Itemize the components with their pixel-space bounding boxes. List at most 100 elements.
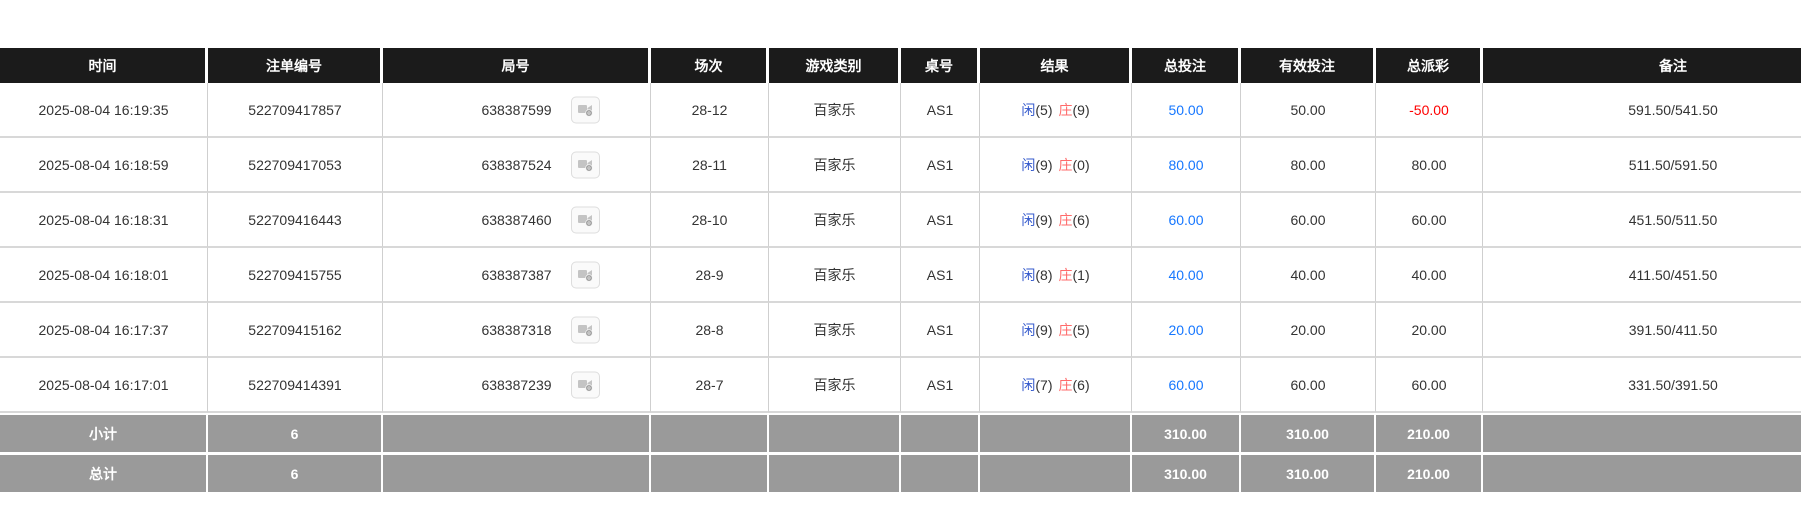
table-row: 2025-08-04 16:17:37 522709415162 6383873… (0, 303, 1801, 358)
cell-table-no: AS1 (901, 193, 980, 248)
footer-empty-cell (1483, 413, 1801, 452)
table-row: 2025-08-04 16:18:59 522709417053 6383875… (0, 138, 1801, 193)
header-total-payout: 总派彩 (1376, 48, 1483, 83)
video-camera-glyph (578, 214, 593, 227)
cell-time: 2025-08-04 16:18:01 (0, 248, 208, 303)
round-id-text: 638387318 (481, 321, 552, 338)
player-result-score: (8) (1035, 266, 1053, 283)
cell-round-id: 638387387 (383, 248, 651, 303)
cell-table-no: AS1 (901, 83, 980, 138)
cell-result: 闲(9) 庄(5) (980, 303, 1132, 358)
player-result-score: (5) (1035, 101, 1053, 118)
cell-table-no: AS1 (901, 248, 980, 303)
cell-session: 28-8 (651, 303, 769, 358)
cell-valid-bet: 60.00 (1241, 193, 1376, 248)
subtotal-count: 6 (208, 413, 383, 452)
cell-remark: 511.50/591.50 (1483, 138, 1801, 193)
table-row: 2025-08-04 16:19:35 522709417857 6383875… (0, 83, 1801, 138)
player-result-label: 闲 (1021, 266, 1036, 283)
footer-empty-cell (651, 452, 769, 492)
player-result-score: (9) (1035, 321, 1053, 338)
banker-result-label: 庄 (1058, 101, 1073, 118)
player-result-score: (9) (1035, 156, 1053, 173)
cell-total-bet: 80.00 (1132, 138, 1241, 193)
cell-total-bet: 60.00 (1132, 358, 1241, 413)
cell-bet-id: 522709415162 (208, 303, 383, 358)
table-header-row: 时间 注单编号 局号 场次 游戏类别 桌号 结果 总投注 有效投注 总派彩 备注 (0, 48, 1801, 83)
footer-empty-cell (1483, 452, 1801, 492)
cell-bet-id: 522709416443 (208, 193, 383, 248)
header-time: 时间 (0, 48, 208, 83)
player-result-label: 闲 (1021, 211, 1036, 228)
cell-total-bet: 60.00 (1132, 193, 1241, 248)
player-result-label: 闲 (1021, 321, 1036, 338)
cell-time: 2025-08-04 16:17:37 (0, 303, 208, 358)
video-replay-icon[interactable] (571, 206, 600, 233)
video-camera-glyph (578, 324, 593, 337)
bet-records-table: 时间 注单编号 局号 场次 游戏类别 桌号 结果 总投注 有效投注 总派彩 备注… (0, 48, 1801, 492)
cell-time: 2025-08-04 16:19:35 (0, 83, 208, 138)
cell-total-bet: 20.00 (1132, 303, 1241, 358)
subtotal-row: 小计 6 310.00 310.00 210.00 (0, 413, 1801, 452)
video-replay-icon[interactable] (571, 96, 600, 123)
subtotal-total-payout: 210.00 (1376, 413, 1483, 452)
banker-result-score: (9) (1072, 101, 1090, 118)
cell-remark: 451.50/511.50 (1483, 193, 1801, 248)
table-row: 2025-08-04 16:18:01 522709415755 6383873… (0, 248, 1801, 303)
video-camera-glyph (578, 104, 593, 117)
grand-total-label: 总计 (0, 452, 208, 492)
banker-result-score: (6) (1072, 376, 1090, 393)
grand-total-valid-bet: 310.00 (1241, 452, 1376, 492)
subtotal-valid-bet: 310.00 (1241, 413, 1376, 452)
player-result-label: 闲 (1021, 156, 1036, 173)
round-id-text: 638387599 (481, 101, 552, 118)
header-round-id: 局号 (383, 48, 651, 83)
cell-result: 闲(7) 庄(6) (980, 358, 1132, 413)
video-replay-icon[interactable] (571, 151, 600, 178)
header-remark: 备注 (1483, 48, 1801, 83)
cell-total-payout: 80.00 (1376, 138, 1483, 193)
banker-result-score: (1) (1072, 266, 1090, 283)
cell-remark: 331.50/391.50 (1483, 358, 1801, 413)
cell-result: 闲(9) 庄(6) (980, 193, 1132, 248)
header-total-bet: 总投注 (1132, 48, 1241, 83)
player-result-score: (7) (1035, 376, 1053, 393)
cell-game-type: 百家乐 (769, 358, 901, 413)
cell-total-payout: -50.00 (1376, 83, 1483, 138)
round-id-text: 638387524 (481, 156, 552, 173)
banker-result-score: (0) (1072, 156, 1090, 173)
video-replay-icon[interactable] (571, 371, 600, 398)
cell-bet-id: 522709417857 (208, 83, 383, 138)
grand-total-total-bet: 310.00 (1132, 452, 1241, 492)
footer-empty-cell (901, 413, 980, 452)
cell-game-type: 百家乐 (769, 138, 901, 193)
player-result-label: 闲 (1021, 376, 1036, 393)
footer-empty-cell (769, 413, 901, 452)
video-replay-icon[interactable] (571, 316, 600, 343)
header-bet-id: 注单编号 (208, 48, 383, 83)
cell-time: 2025-08-04 16:18:31 (0, 193, 208, 248)
banker-result-label: 庄 (1058, 321, 1073, 338)
cell-round-id: 638387460 (383, 193, 651, 248)
subtotal-total-bet: 310.00 (1132, 413, 1241, 452)
video-replay-icon[interactable] (571, 261, 600, 288)
cell-bet-id: 522709417053 (208, 138, 383, 193)
round-id-text: 638387460 (481, 211, 552, 228)
table-row: 2025-08-04 16:17:01 522709414391 6383872… (0, 358, 1801, 413)
footer-empty-cell (651, 413, 769, 452)
banker-result-label: 庄 (1058, 211, 1073, 228)
cell-table-no: AS1 (901, 358, 980, 413)
grand-total-count: 6 (208, 452, 383, 492)
footer-empty-cell (383, 452, 651, 492)
cell-bet-id: 522709414391 (208, 358, 383, 413)
header-game-type: 游戏类别 (769, 48, 901, 83)
cell-remark: 411.50/451.50 (1483, 248, 1801, 303)
cell-remark: 591.50/541.50 (1483, 83, 1801, 138)
player-result-label: 闲 (1021, 101, 1036, 118)
cell-session: 28-11 (651, 138, 769, 193)
cell-remark: 391.50/411.50 (1483, 303, 1801, 358)
cell-result: 闲(8) 庄(1) (980, 248, 1132, 303)
cell-game-type: 百家乐 (769, 83, 901, 138)
banker-result-label: 庄 (1058, 156, 1073, 173)
